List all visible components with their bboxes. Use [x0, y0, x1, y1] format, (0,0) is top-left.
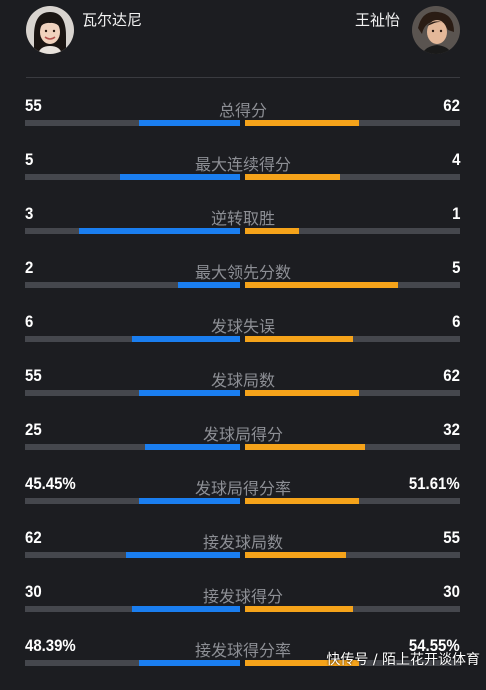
- left-stat-bar: [178, 282, 240, 288]
- right-stat-bar: [245, 336, 353, 342]
- right-stat-bar-track: [245, 606, 460, 612]
- left-stat-bar-track: [25, 174, 240, 180]
- header-divider: [26, 77, 460, 78]
- left-stat-bar-track: [25, 390, 240, 396]
- left-stat-value: 48.39%: [25, 636, 76, 655]
- left-stat-bar: [126, 552, 240, 558]
- stat-row: 55 发球局数 62: [0, 366, 486, 420]
- stat-row: 30 接发球得分 30: [0, 582, 486, 636]
- left-stat-bar: [145, 444, 240, 450]
- left-stat-bar-track: [25, 552, 240, 558]
- right-stat-value: 54.55%: [409, 636, 460, 655]
- right-stat-bar: [245, 552, 346, 558]
- stat-row: 6 发球失误 6: [0, 312, 486, 366]
- right-stat-bar-track: [245, 120, 460, 126]
- left-stat-value: 55: [25, 96, 42, 115]
- stat-row: 55 总得分 62: [0, 96, 486, 150]
- right-stat-bar: [245, 120, 359, 126]
- left-stat-bar: [132, 606, 240, 612]
- stat-label: 最大连续得分: [194, 155, 291, 174]
- right-player-photo-icon: [412, 6, 460, 54]
- right-stat-bar-track: [245, 336, 460, 342]
- left-stat-bar-track: [25, 444, 240, 450]
- stat-label: 发球局得分: [202, 425, 283, 444]
- right-stat-bar-track: [245, 228, 460, 234]
- right-stat-value: 30: [443, 582, 460, 601]
- right-stat-bar-track: [245, 174, 460, 180]
- stat-row: 25 发球局得分 32: [0, 420, 486, 474]
- left-stat-value: 2: [25, 258, 34, 277]
- right-stat-value: 1: [451, 204, 460, 223]
- right-stat-bar-track: [245, 498, 460, 504]
- right-stat-bar: [245, 282, 398, 288]
- left-stat-bar: [132, 336, 240, 342]
- right-stat-bar: [245, 660, 359, 666]
- right-stat-value: 32: [443, 420, 460, 439]
- right-stat-bar: [245, 174, 340, 180]
- right-stat-bar: [245, 498, 359, 504]
- right-player-avatar[interactable]: [412, 6, 460, 54]
- stat-label: 最大领先分数: [194, 263, 291, 282]
- left-player-name: 瓦尔达尼: [82, 11, 143, 29]
- left-stat-bar: [139, 660, 240, 666]
- right-stat-bar: [245, 228, 299, 234]
- stat-label: 接发球得分: [202, 587, 283, 606]
- right-player-name: 王祉怡: [354, 11, 400, 29]
- stat-label: 发球失误: [210, 317, 275, 336]
- stat-label: 发球局数: [210, 371, 275, 390]
- stat-label: 逆转取胜: [210, 209, 275, 228]
- right-stat-value: 6: [451, 312, 460, 331]
- left-stat-value: 3: [25, 204, 34, 223]
- left-stat-value: 30: [25, 582, 42, 601]
- right-stat-bar-track: [245, 444, 460, 450]
- left-stat-bar-track: [25, 120, 240, 126]
- match-header: 瓦尔达尼 王祉怡: [0, 0, 486, 78]
- right-stat-value: 62: [443, 96, 460, 115]
- stat-row: 45.45% 发球局得分率 51.61%: [0, 474, 486, 528]
- stat-row: 5 最大连续得分 4: [0, 150, 486, 204]
- left-stat-value: 62: [25, 528, 42, 547]
- right-stat-bar-track: [245, 552, 460, 558]
- left-stat-bar-track: [25, 660, 240, 666]
- left-stat-value: 6: [25, 312, 34, 331]
- right-stat-value: 55: [443, 528, 460, 547]
- left-stat-bar-track: [25, 498, 240, 504]
- right-stat-bar: [245, 444, 365, 450]
- right-stat-value: 51.61%: [409, 474, 460, 493]
- stat-label: 接发球局数: [202, 533, 283, 552]
- stat-label: 发球局得分率: [194, 479, 291, 498]
- left-stat-value: 25: [25, 420, 42, 439]
- right-stat-bar: [245, 606, 353, 612]
- stat-row: 62 接发球局数 55: [0, 528, 486, 582]
- stat-label: 接发球得分率: [194, 641, 291, 660]
- left-player-avatar[interactable]: [26, 6, 74, 54]
- left-stat-bar: [120, 174, 240, 180]
- left-stat-bar-track: [25, 606, 240, 612]
- left-stat-bar-track: [25, 336, 240, 342]
- right-stat-bar: [245, 390, 359, 396]
- right-stat-bar-track: [245, 660, 460, 666]
- left-stat-bar: [79, 228, 240, 234]
- right-stat-value: 4: [451, 150, 460, 169]
- right-stat-bar-track: [245, 390, 460, 396]
- stat-row: 48.39% 接发球得分率 54.55%: [0, 636, 486, 690]
- left-stat-bar-track: [25, 228, 240, 234]
- right-stat-value: 5: [451, 258, 460, 277]
- left-stat-bar: [139, 120, 240, 126]
- left-stat-bar: [139, 498, 240, 504]
- stat-row: 3 逆转取胜 1: [0, 204, 486, 258]
- left-stat-bar: [139, 390, 240, 396]
- left-stat-bar-track: [25, 282, 240, 288]
- left-stat-value: 5: [25, 150, 34, 169]
- left-stat-value: 45.45%: [25, 474, 76, 493]
- stat-label: 总得分: [218, 101, 267, 120]
- left-player-photo-icon: [26, 6, 74, 54]
- left-stat-value: 55: [25, 366, 42, 385]
- right-stat-value: 62: [443, 366, 460, 385]
- stat-row: 2 最大领先分数 5: [0, 258, 486, 312]
- right-stat-bar-track: [245, 282, 460, 288]
- watermark: 快传号 / 陌上花开谈体育: [326, 652, 480, 668]
